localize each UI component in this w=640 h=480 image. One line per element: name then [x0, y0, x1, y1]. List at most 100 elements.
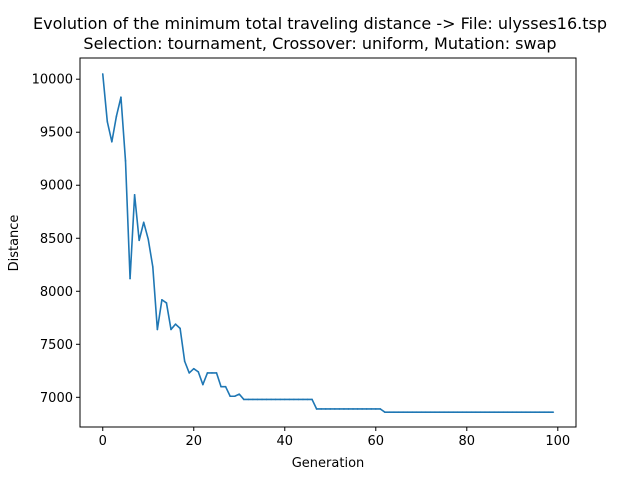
data-point: [192, 367, 195, 370]
data-point: [425, 411, 427, 413]
data-point: [461, 411, 464, 413]
data-point: [202, 383, 204, 386]
data-point: [534, 411, 536, 413]
data-point: [506, 411, 509, 413]
data-point: [452, 411, 454, 413]
data-point: [420, 411, 423, 413]
data-point: [283, 398, 286, 401]
data-point: [256, 398, 259, 401]
data-point: [224, 385, 227, 388]
x-tick-label: 80: [459, 434, 476, 449]
data-point: [356, 408, 359, 410]
data-point: [438, 411, 441, 413]
data-point: [338, 408, 341, 410]
data-point: [238, 393, 241, 395]
data-point: [434, 411, 436, 413]
data-point: [174, 323, 177, 325]
data-point: [101, 73, 104, 75]
data-point: [479, 411, 482, 413]
data-point: [106, 120, 109, 123]
y-tick-label: 9500: [40, 126, 73, 141]
data-point: [111, 140, 113, 143]
y-tick-label: 7000: [40, 391, 73, 406]
data-point: [370, 408, 373, 410]
data-point: [379, 408, 382, 410]
data-point: [161, 298, 163, 301]
data-point: [552, 411, 555, 413]
data-point: [220, 385, 222, 388]
plot-area: 0 20 40 60 80 100 7000 7500 8000 8500 9000 9500 100…: [32, 57, 577, 449]
data-point: [447, 411, 450, 413]
data-point: [493, 411, 495, 413]
data-point: [138, 239, 140, 242]
data-point: [334, 408, 336, 410]
data-point: [543, 411, 545, 413]
data-point: [152, 266, 154, 268]
data-point: [247, 398, 250, 401]
y-axis-label: Distance: [7, 215, 22, 272]
data-point: [465, 411, 468, 413]
data-point: [393, 411, 395, 413]
data-point: [197, 371, 200, 373]
data-point: [429, 411, 432, 413]
data-point: [170, 328, 172, 331]
data-point: [397, 411, 400, 413]
x-axis-label: Generation: [292, 456, 365, 471]
data-point: [402, 411, 404, 413]
data-point: [443, 411, 445, 413]
x-tick-label: 60: [368, 434, 385, 449]
data-point: [411, 411, 413, 413]
x-tick-label: 0: [99, 434, 107, 449]
data-point: [343, 408, 345, 410]
data-point: [529, 411, 532, 413]
data-point: [229, 395, 231, 398]
data-point: [165, 302, 168, 304]
data-point: [388, 411, 391, 413]
data-point: [352, 408, 354, 410]
x-tick-label: 40: [276, 434, 293, 449]
data-point: [188, 372, 191, 374]
plot-frame: [79, 57, 577, 428]
x-tick-label: 20: [185, 434, 202, 449]
data-point: [293, 398, 295, 401]
data-point: [297, 398, 300, 401]
data-points: [101, 73, 555, 413]
data-point: [233, 395, 236, 398]
data-point: [124, 160, 127, 162]
data-point: [129, 277, 131, 280]
data-point: [288, 398, 291, 401]
data-point: [320, 408, 322, 410]
data-point: [502, 411, 504, 413]
y-tick-label: 10000: [32, 73, 73, 88]
data-point: [179, 327, 181, 330]
data-point: [115, 115, 118, 118]
data-point: [324, 408, 327, 410]
data-point: [120, 96, 122, 99]
data-point: [365, 408, 368, 410]
data-point: [456, 411, 459, 413]
data-point: [538, 411, 541, 413]
data-point: [470, 411, 473, 413]
x-tick-label: 100: [545, 434, 570, 449]
chart-title-line-2: Selection: tournament, Crossover: unifor…: [83, 34, 556, 53]
x-axis: 0 20 40 60 80 100: [99, 427, 570, 449]
data-point: [261, 398, 263, 401]
data-point: [142, 221, 145, 224]
data-point: [516, 411, 518, 413]
data-point: [525, 411, 527, 413]
data-point: [279, 398, 282, 401]
data-point: [488, 411, 491, 413]
data-point: [484, 411, 486, 413]
data-point: [274, 398, 277, 401]
data-point: [133, 193, 136, 196]
data-point: [243, 398, 245, 401]
data-point: [315, 408, 318, 410]
data-point: [415, 411, 418, 413]
data-point: [183, 360, 186, 363]
data-point: [547, 411, 550, 413]
data-point: [520, 411, 523, 413]
data-point: [302, 398, 304, 401]
data-point: [511, 411, 514, 413]
data-point: [252, 398, 254, 401]
data-point: [206, 372, 209, 374]
